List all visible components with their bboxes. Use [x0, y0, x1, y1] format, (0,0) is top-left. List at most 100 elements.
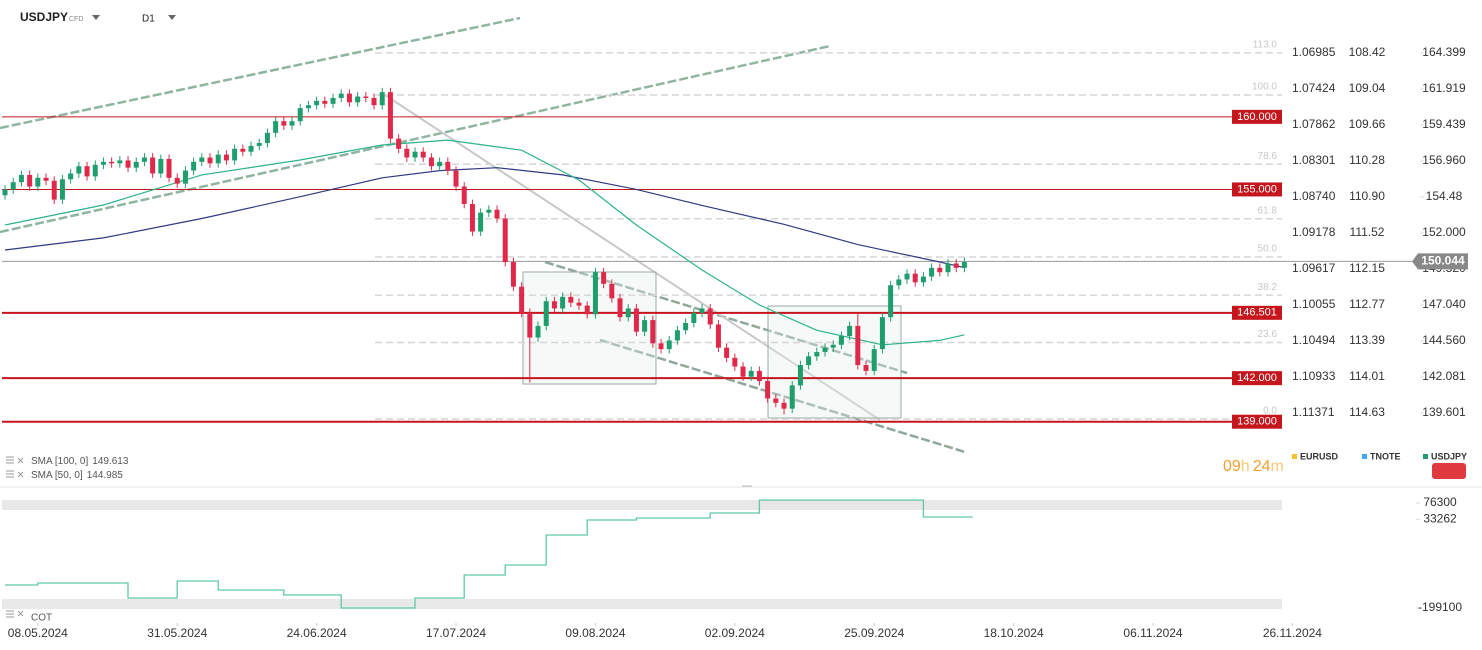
candle-body	[748, 370, 754, 377]
cot-tick-label: 33262	[1423, 512, 1457, 526]
candle-body	[765, 381, 771, 399]
candle-body	[732, 357, 738, 367]
tnote-tick-label: 110.28	[1349, 153, 1385, 167]
candle-body	[404, 148, 410, 158]
candle-body	[560, 296, 566, 309]
eurusd-tick-label: 1.06985	[1292, 45, 1336, 59]
sma-legend-text: SMA [100, 0] 149.613	[31, 456, 129, 467]
cot-label: COT	[31, 613, 52, 624]
dropdown-caret[interactable]	[168, 15, 176, 20]
sma-name: SMA [50, 0]	[31, 470, 83, 481]
candle-body	[355, 96, 361, 103]
close-icon[interactable]	[17, 610, 24, 617]
x-tick-label: 02.09.2024	[705, 626, 765, 640]
legend-swatch	[1423, 454, 1428, 459]
symbol-badge[interactable]	[1432, 463, 1466, 479]
tnote-tick-label: 114.01	[1349, 369, 1385, 383]
candle-body	[609, 283, 615, 299]
close-icon[interactable]	[17, 457, 24, 464]
menu-icon[interactable]	[6, 610, 14, 618]
timer-minutes: 24	[1253, 458, 1271, 475]
close-icon[interactable]	[17, 471, 24, 478]
candle-body	[847, 325, 853, 337]
candle-body	[773, 398, 779, 403]
y-tick-label: 152.000	[1422, 225, 1466, 239]
candle-body	[100, 161, 106, 165]
candle-body	[896, 279, 902, 286]
candle-body	[814, 352, 820, 357]
x-tick-label: 31.05.2024	[147, 626, 207, 640]
candle-body	[281, 121, 287, 126]
candle-body	[666, 340, 672, 350]
candle-body	[625, 308, 631, 318]
eurusd-tick-label: 1.11371	[1292, 405, 1335, 419]
tnote-tick-label: 109.04	[1349, 81, 1386, 95]
candle-body	[888, 285, 894, 318]
candle-body	[314, 100, 320, 106]
candle-body	[150, 157, 156, 174]
menu-icon[interactable]	[6, 456, 14, 464]
y-tick-label: 161.919	[1422, 81, 1466, 95]
x-tick-label: 24.06.2024	[287, 626, 347, 640]
candle-body	[264, 132, 270, 143]
candle-body	[510, 262, 516, 287]
candle-body	[420, 151, 426, 158]
candle-body	[133, 161, 139, 168]
candle-body	[920, 276, 926, 283]
candle-body	[756, 370, 762, 382]
candle-body	[486, 209, 492, 213]
candle-body	[683, 322, 689, 331]
candle-body	[584, 305, 590, 315]
candle-body	[2, 189, 8, 196]
candle-body	[379, 92, 385, 106]
fib-label: 113.0	[1253, 39, 1278, 50]
sma-line	[4, 167, 965, 269]
fib-label: 0.0	[1263, 406, 1277, 417]
menu-icon[interactable]	[6, 470, 14, 478]
trend-line	[0, 16, 521, 130]
cot-tick-label: -199100	[1418, 600, 1462, 614]
tnote-tick-label: 114.63	[1349, 405, 1385, 419]
y-tick-label: 139.601	[1422, 405, 1466, 419]
candle-body	[912, 273, 918, 283]
candle-body	[937, 267, 943, 273]
candle-body	[953, 263, 959, 268]
interval[interactable]: D1	[142, 14, 155, 25]
eurusd-tick-label: 1.09617	[1292, 261, 1336, 275]
candle-body	[27, 174, 33, 187]
fib-label: 50.0	[1258, 244, 1278, 255]
candle-body	[461, 186, 467, 204]
last-price-tag	[1412, 253, 1468, 270]
cot-band-bottom	[2, 599, 1282, 609]
candle-body	[855, 325, 861, 366]
candle-body	[92, 164, 98, 177]
candle-body	[240, 148, 246, 152]
cot-band-top	[2, 500, 1282, 510]
fib-label: 100.0	[1252, 82, 1277, 93]
candle-body	[879, 317, 885, 350]
candle-body	[592, 272, 598, 315]
x-tick-label: 25.09.2024	[844, 626, 904, 640]
candle-body	[445, 161, 451, 171]
eurusd-tick-label: 1.09178	[1292, 225, 1336, 239]
dropdown-caret[interactable]	[92, 15, 100, 20]
candle-body	[84, 166, 90, 177]
timer-m: m	[1271, 458, 1284, 475]
candle-body	[109, 161, 115, 164]
candle-body	[576, 302, 582, 306]
x-tick-label: 06.11.2024	[1123, 626, 1182, 640]
candle-body	[437, 161, 443, 167]
eurusd-tick-label: 1.10933	[1292, 369, 1336, 383]
candle-body	[305, 105, 311, 109]
level-tag	[1232, 371, 1282, 386]
symbol[interactable]: USDJPY	[20, 10, 68, 24]
candle-body	[830, 344, 836, 348]
candle-body	[535, 325, 541, 338]
candle-body	[51, 180, 57, 200]
timer-h: h	[1241, 458, 1250, 475]
candle-body	[256, 142, 262, 146]
candle-body	[806, 356, 812, 366]
tnote-tick-label: 108.42	[1349, 45, 1386, 59]
candle-body	[904, 273, 910, 280]
